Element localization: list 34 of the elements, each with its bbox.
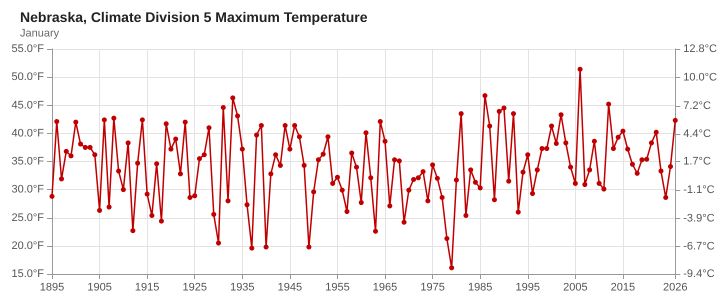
y2-tick-label: -6.7°C: [683, 240, 715, 253]
x-tick-label: 1935: [230, 282, 255, 294]
y2-tick-label: 10.0°C: [683, 71, 718, 84]
y-tick-label: 50.0°F: [11, 71, 44, 84]
y2-tick-label: 4.4°C: [683, 128, 711, 140]
y2-tick-label: 1.7°C: [683, 156, 711, 168]
x-tick-label: 1955: [325, 282, 350, 294]
y-tick-label: 20.0°F: [11, 240, 44, 252]
y-tick-label: 55.0°F: [11, 43, 44, 55]
y-tick-label: 25.0°F: [11, 212, 44, 224]
y-tick-label: 40.0°F: [11, 127, 44, 140]
y-tick-label: 15.0°F: [11, 268, 44, 280]
x-tick-label: 2026: [663, 282, 688, 294]
x-tick-label: 1905: [87, 282, 112, 294]
x-tick-label: 1995: [516, 282, 540, 294]
y2-tick-label: 7.2°C: [683, 100, 711, 112]
chart-subtitle: January: [20, 28, 60, 40]
y2-tick-label: 12.8°C: [683, 43, 718, 55]
chart-title: Nebraska, Climate Division 5 Maximum Temperature: [20, 9, 368, 25]
x-tick-label: 2015: [610, 282, 636, 294]
x-tick-label: 1965: [372, 282, 398, 294]
x-tick-label: 1895: [40, 282, 64, 294]
y-tick-label: 35.0°F: [11, 156, 44, 168]
x-tick-label: 1925: [182, 282, 207, 294]
y-tick-label: 30.0°F: [11, 184, 44, 196]
y2-tick-label: -9.4°C: [683, 268, 715, 280]
y2-tick-label: -3.9°C: [683, 212, 715, 224]
x-tick-label: 2005: [563, 282, 588, 294]
x-tick-label: 1975: [420, 282, 445, 294]
x-tick-label: 1915: [134, 282, 160, 294]
x-tick-label: 1985: [468, 282, 492, 294]
y2-tick-label: -1.1°C: [683, 184, 715, 196]
y-tick-label: 45.0°F: [11, 99, 44, 112]
x-tick-label: 1945: [278, 282, 302, 294]
